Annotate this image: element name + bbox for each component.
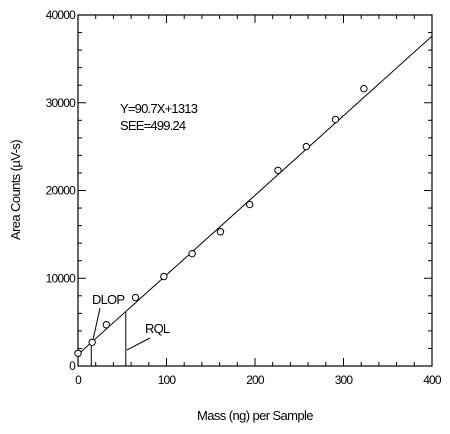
see-label: SEE=499.24 bbox=[120, 118, 186, 133]
data-point bbox=[245, 200, 254, 209]
y-tick-label: 0 bbox=[69, 359, 76, 373]
data-point bbox=[131, 293, 140, 302]
x-tick-label: 100 bbox=[158, 373, 177, 387]
y-tick-label: 20000 bbox=[46, 184, 76, 198]
data-point bbox=[331, 115, 340, 124]
data-points bbox=[74, 85, 368, 357]
plot-marks bbox=[77, 35, 433, 366]
x-tick-label: 0 bbox=[75, 373, 82, 387]
dlop-leader bbox=[92, 307, 101, 339]
y-tick-label: 40000 bbox=[46, 8, 76, 22]
axis-tick-labels: 0 100 200 300 400 0 10000 20000 30000 40000 bbox=[46, 8, 443, 387]
data-point bbox=[216, 228, 225, 236]
x-tick-label: 200 bbox=[246, 373, 265, 387]
equation-label: Y=90.7X+1313 bbox=[120, 101, 198, 116]
data-point bbox=[74, 349, 82, 357]
data-point bbox=[160, 272, 168, 281]
rql-leader bbox=[126, 337, 151, 351]
plot-frame bbox=[77, 14, 433, 367]
dlop-label: DLOP bbox=[92, 292, 124, 307]
y-tick-label: 10000 bbox=[46, 271, 76, 285]
regression-line bbox=[77, 35, 433, 355]
data-point bbox=[88, 338, 96, 347]
data-point bbox=[188, 249, 196, 258]
data-point bbox=[360, 85, 368, 93]
data-point bbox=[102, 321, 111, 329]
axis-ticks bbox=[77, 14, 433, 367]
data-point bbox=[274, 166, 282, 175]
y-axis-title: Area Counts (µV-s) bbox=[8, 140, 23, 240]
x-axis-title: Mass (ng) per Sample bbox=[197, 408, 313, 423]
rql-label: RQL bbox=[145, 321, 170, 336]
x-tick-label: 400 bbox=[423, 373, 442, 387]
data-point bbox=[302, 142, 311, 151]
y-tick-label: 30000 bbox=[46, 96, 76, 110]
x-tick-label: 300 bbox=[335, 373, 354, 387]
